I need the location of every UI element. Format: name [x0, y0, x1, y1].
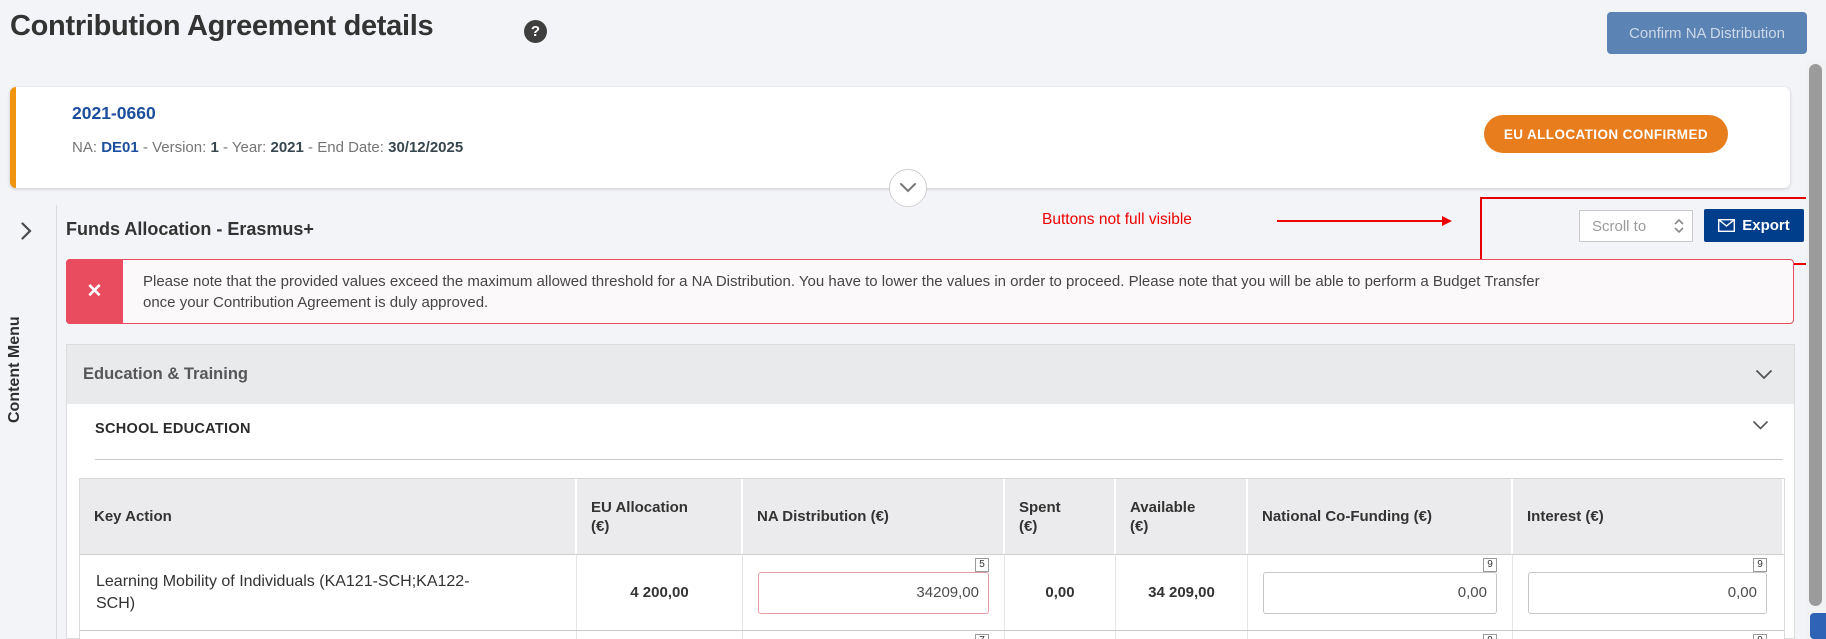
help-icon[interactable]: ? — [524, 20, 547, 43]
error-alert: ✕ Please note that the provided values e… — [66, 259, 1794, 324]
status-badge: EU ALLOCATION CONFIRMED — [1483, 115, 1728, 153]
agreement-meta: NA: DE01 - Version: 1 - Year: 2021 - End… — [72, 139, 463, 156]
sidebar-divider — [56, 205, 57, 639]
national-co-funding-input[interactable] — [1263, 571, 1497, 614]
export-label: Export — [1742, 217, 1790, 234]
cell-key-action: Learning Mobility of Individuals (KA121-… — [80, 555, 577, 630]
field-counter-badge: 9 — [1483, 634, 1497, 639]
cell-interest: 9 — [1513, 555, 1782, 630]
export-icon — [1718, 219, 1736, 232]
scroll-to-dropdown[interactable]: Scroll to — [1579, 210, 1693, 242]
field-counter-badge: 5 — [975, 558, 989, 572]
table-row-partial: 7 9 9 — [80, 630, 1784, 639]
table-row: Learning Mobility of Individuals (KA121-… — [80, 554, 1784, 630]
cell-na-distribution: 5 — [743, 555, 1005, 630]
section-title: Education & Training — [83, 365, 249, 383]
content-menu-label: Content Menu — [6, 316, 23, 423]
section-header-education-training[interactable]: Education & Training — [67, 345, 1794, 404]
annotation-arrow — [1277, 216, 1452, 226]
agreement-id-link[interactable]: 2021-0660 — [72, 103, 156, 123]
meta-na-label: NA: — [72, 139, 102, 156]
sidebar-collapse-button[interactable] — [14, 220, 38, 244]
meta-na-value: DE01 — [101, 139, 139, 156]
chevron-down-icon[interactable] — [1753, 421, 1768, 430]
cell-available: 34 209,00 — [1116, 555, 1248, 630]
meta-year-label: Year: — [231, 139, 271, 156]
meta-separator: - — [303, 139, 318, 156]
meta-end-date-value: 30/12/2025 — [388, 139, 464, 156]
chevron-down-icon — [900, 183, 916, 193]
subsection-title-school-education: SCHOOL EDUCATION — [95, 421, 251, 437]
meta-version-label: Version: — [152, 139, 211, 156]
column-header-key-action: Key Action — [80, 479, 577, 554]
funds-table: Key Action EU Allocation (€) NA Distribu… — [79, 478, 1785, 639]
column-header-na-distribution: NA Distribution (€) — [743, 479, 1005, 554]
field-counter-badge: 7 — [975, 634, 989, 639]
table-header-row: Key Action EU Allocation (€) NA Distribu… — [80, 479, 1784, 554]
error-message: Please note that the provided values exc… — [143, 272, 1540, 311]
column-header-national-co-funding: National Co-Funding (€) — [1248, 479, 1513, 554]
subsection-divider — [95, 459, 1783, 460]
error-icon: ✕ — [66, 259, 123, 324]
chevron-right-icon — [20, 221, 32, 240]
column-header-interest: Interest (€) — [1513, 479, 1782, 554]
funds-allocation-heading: Funds Allocation - Erasmus+ — [66, 219, 314, 239]
export-button[interactable]: Export — [1704, 209, 1804, 242]
chevron-down-icon — [1756, 369, 1772, 379]
annotation-note: Buttons not full visible — [1042, 211, 1192, 228]
cell-national-co-funding: 9 — [1248, 555, 1513, 630]
meta-separator: - — [218, 139, 232, 156]
floating-button-partial[interactable] — [1810, 613, 1826, 639]
education-training-section: Education & Training SCHOOL EDUCATION Ke… — [66, 344, 1795, 639]
unfold-more-icon — [1674, 219, 1684, 233]
scroll-to-label: Scroll to — [1592, 217, 1647, 235]
meta-version-value: 1 — [210, 139, 219, 156]
scrollbar-thumb[interactable] — [1809, 64, 1822, 606]
cell-spent: 0,00 — [1005, 555, 1116, 630]
field-counter-badge: 9 — [1483, 558, 1497, 572]
meta-separator: - — [138, 139, 153, 156]
na-distribution-input[interactable] — [758, 571, 989, 614]
column-header-spent: Spent (€) — [1005, 479, 1116, 554]
interest-input[interactable] — [1528, 571, 1767, 614]
confirm-na-distribution-button[interactable]: Confirm NA Distribution — [1607, 12, 1807, 54]
column-header-available: Available (€) — [1116, 479, 1248, 554]
column-header-eu-allocation: EU Allocation (€) — [577, 479, 743, 554]
meta-end-date-label: End Date: — [317, 139, 389, 156]
page-title: Contribution Agreement details — [10, 10, 434, 42]
meta-year-value: 2021 — [270, 139, 304, 156]
card-expander-button[interactable] — [889, 169, 927, 207]
field-counter-badge: 9 — [1753, 634, 1767, 639]
field-counter-badge: 9 — [1753, 558, 1767, 572]
cell-eu-allocation: 4 200,00 — [577, 555, 743, 630]
